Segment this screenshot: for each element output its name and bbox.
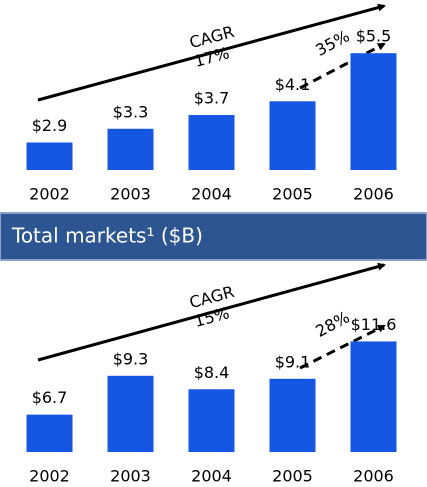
bar	[350, 341, 397, 452]
x-tick-label: 2002	[29, 185, 70, 204]
banner-title: Total markets¹ ($B)	[11, 224, 203, 248]
bar	[269, 378, 316, 452]
bar	[350, 53, 397, 170]
banner	[0, 212, 427, 261]
x-tick-label: 2005	[272, 185, 313, 204]
cagr-arrow	[37, 3, 386, 102]
x-tick-label: 2003	[110, 185, 151, 204]
value-label: $2.9	[32, 116, 68, 135]
value-label: $11.6	[351, 315, 397, 334]
growth-arrow	[299, 42, 386, 90]
x-tick-label: 2002	[29, 467, 70, 486]
x-tick-label: 2006	[353, 467, 394, 486]
bar	[269, 101, 316, 170]
value-label: $3.7	[194, 89, 230, 108]
value-label: $8.4	[194, 363, 230, 382]
growth-arrow	[299, 324, 386, 370]
value-label: $4.1	[275, 75, 311, 94]
value-label: $3.3	[113, 102, 149, 121]
x-tick-label: 2003	[110, 467, 151, 486]
x-tick-label: 2004	[191, 185, 232, 204]
bar	[26, 142, 73, 170]
annotation: 28%	[312, 307, 352, 340]
cagr-arrow	[37, 262, 386, 362]
annotation: 35%	[312, 26, 352, 59]
x-tick-label: 2004	[191, 467, 232, 486]
bar	[26, 414, 73, 452]
value-label: $5.5	[356, 27, 392, 46]
bar	[107, 128, 154, 170]
value-label: $9.1	[275, 352, 311, 371]
bar	[107, 375, 154, 452]
bar	[188, 389, 235, 452]
value-label: $9.3	[113, 349, 149, 368]
bar	[188, 115, 235, 170]
x-tick-label: 2006	[353, 185, 394, 204]
value-label: $6.7	[32, 388, 68, 407]
x-tick-label: 2005	[272, 467, 313, 486]
